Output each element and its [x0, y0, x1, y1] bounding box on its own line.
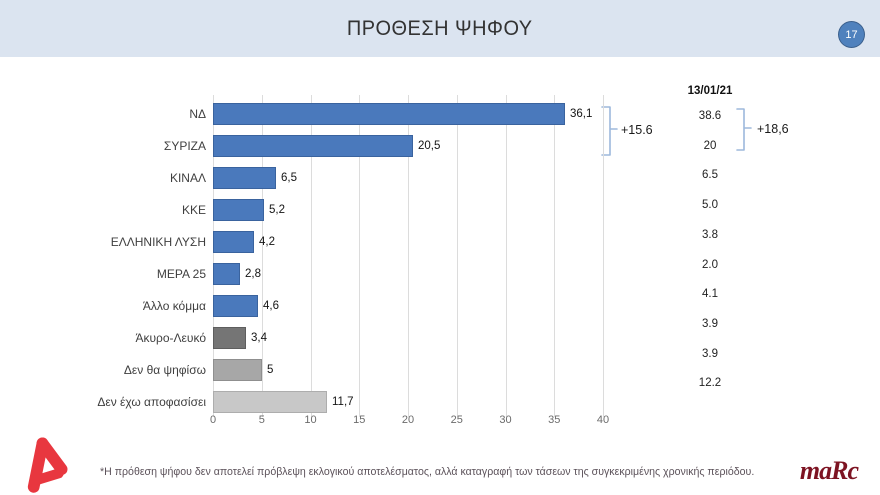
gridline — [505, 95, 507, 417]
value-label: 3,4 — [251, 332, 267, 344]
footnote: *Η πρόθεση ψήφου δεν αποτελεί πρόβλεψη ε… — [100, 466, 755, 478]
previous-value: 3.8 — [702, 228, 718, 241]
category-label: ΝΔ — [189, 107, 206, 121]
bar — [213, 359, 262, 381]
previous-lead-bracket-icon — [736, 108, 752, 151]
gridline — [603, 95, 604, 417]
previous-value: 3.9 — [702, 347, 718, 360]
bar — [213, 263, 240, 285]
previous-poll-date: 13/01/21 — [687, 85, 733, 97]
category-label: ΕΛΛΗΝΙΚΗ ΛΥΣΗ — [110, 235, 206, 249]
previous-value: 5.0 — [702, 199, 718, 212]
page-title: ΠΡΟΘΕΣΗ ΨΗΦΟΥ — [347, 16, 533, 40]
axis-tick-label: 15 — [353, 414, 366, 426]
axis-tick-label: 35 — [548, 414, 561, 426]
previous-value: 6.5 — [702, 169, 718, 182]
category-label: ΜΕΡΑ 25 — [156, 267, 206, 281]
bar — [213, 199, 264, 221]
alpha-tv-logo — [27, 437, 68, 493]
bar — [213, 167, 276, 189]
previous-value: 3.9 — [702, 317, 718, 330]
category-label: Άκυρο-Λευκό — [135, 331, 206, 345]
slide-header: ΠΡΟΘΕΣΗ ΨΗΦΟΥ 17 — [0, 0, 880, 57]
page-number-badge: 17 — [838, 21, 865, 48]
category-label: ΣΥΡΙΖΑ — [163, 139, 206, 153]
bar — [213, 391, 327, 413]
value-label: 4,6 — [263, 300, 279, 312]
category-label: ΚΙΝΑΛ — [169, 171, 206, 185]
gridline — [310, 95, 312, 417]
bar — [213, 295, 258, 317]
previous-value: 12.2 — [698, 377, 722, 390]
category-label: ΚΚΕ — [181, 203, 206, 217]
axis-tick-label: 20 — [401, 414, 415, 426]
value-label: 2,8 — [245, 268, 261, 280]
axis-tick-label: 40 — [596, 414, 610, 426]
gridline — [554, 95, 556, 417]
gridline — [359, 95, 361, 417]
axis-tick-label: 5 — [258, 414, 265, 426]
bar — [213, 103, 565, 125]
axis-tick-label: 30 — [499, 414, 512, 426]
axis-tick-label: 25 — [450, 414, 463, 426]
axis-tick-label: 0 — [209, 414, 217, 426]
value-label: 20,5 — [418, 140, 441, 152]
category-label: Δεν έχω αποφασίσει — [97, 395, 206, 409]
previous-value: 2.0 — [702, 258, 718, 271]
previous-value: 4.1 — [702, 288, 718, 301]
category-label: Άλλο κόμμα — [142, 299, 206, 313]
value-label: 5,2 — [269, 204, 285, 216]
bar — [213, 231, 254, 253]
gridline — [456, 95, 458, 417]
gridline — [408, 95, 409, 417]
bar — [213, 327, 246, 349]
gridline — [261, 95, 263, 417]
current-lead-bracket-icon — [601, 106, 618, 156]
value-label: 4,2 — [259, 236, 275, 248]
previous-value: 38.6 — [698, 110, 722, 122]
previous-value: 20 — [703, 139, 717, 152]
current-lead-label: +15.6 — [621, 123, 653, 137]
axis-tick-label: 10 — [304, 414, 317, 426]
value-label: 6,5 — [281, 172, 297, 184]
value-label: 36,1 — [570, 108, 593, 120]
previous-lead-label: +18,6 — [757, 122, 789, 136]
marc-logo: maRc — [799, 456, 859, 485]
category-label: Δεν θα ψηφίσω — [123, 363, 206, 377]
value-label: 5 — [267, 364, 274, 376]
value-label: 11,7 — [332, 396, 354, 408]
gridline — [213, 95, 214, 417]
bar — [213, 135, 413, 157]
